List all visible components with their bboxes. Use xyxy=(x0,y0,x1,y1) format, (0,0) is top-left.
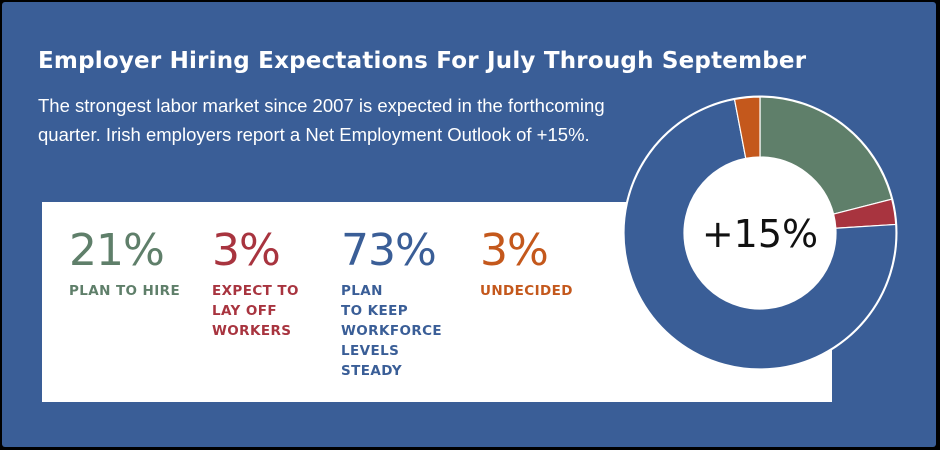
stat-value: 3% xyxy=(480,225,549,276)
stat-label: PLAN TO KEEP WORKFORCE LEVELS STEADY xyxy=(341,283,443,379)
stat-keep-steady: 73% PLAN TO KEEP WORKFORCE LEVELS STEADY xyxy=(341,227,442,381)
stat-value: 73% xyxy=(341,225,437,276)
stat-value: 21% xyxy=(69,225,165,276)
donut-slice-4 xyxy=(733,96,761,160)
stat-value: 3% xyxy=(212,225,281,276)
stats-panel: 21% PLAN TO HIRE 3% EXPECT TO LAY OFF WO… xyxy=(42,202,832,402)
stat-label: UNDECIDED xyxy=(480,283,573,299)
stat-plan-to-hire: 21% PLAN TO HIRE xyxy=(69,227,180,301)
donut-slice-1 xyxy=(759,96,893,215)
stat-label: EXPECT TO LAY OFF WORKERS xyxy=(212,283,299,339)
stat-undecided: 3% UNDECIDED xyxy=(480,227,573,301)
donut-slice-2 xyxy=(832,198,897,229)
page-title: Employer Hiring Expectations For July Th… xyxy=(38,48,807,74)
page-subtitle: The strongest labor market since 2007 is… xyxy=(38,95,605,145)
stat-expect-lay-off: 3% EXPECT TO LAY OFF WORKERS xyxy=(212,227,299,341)
stat-label: PLAN TO HIRE xyxy=(69,283,181,299)
